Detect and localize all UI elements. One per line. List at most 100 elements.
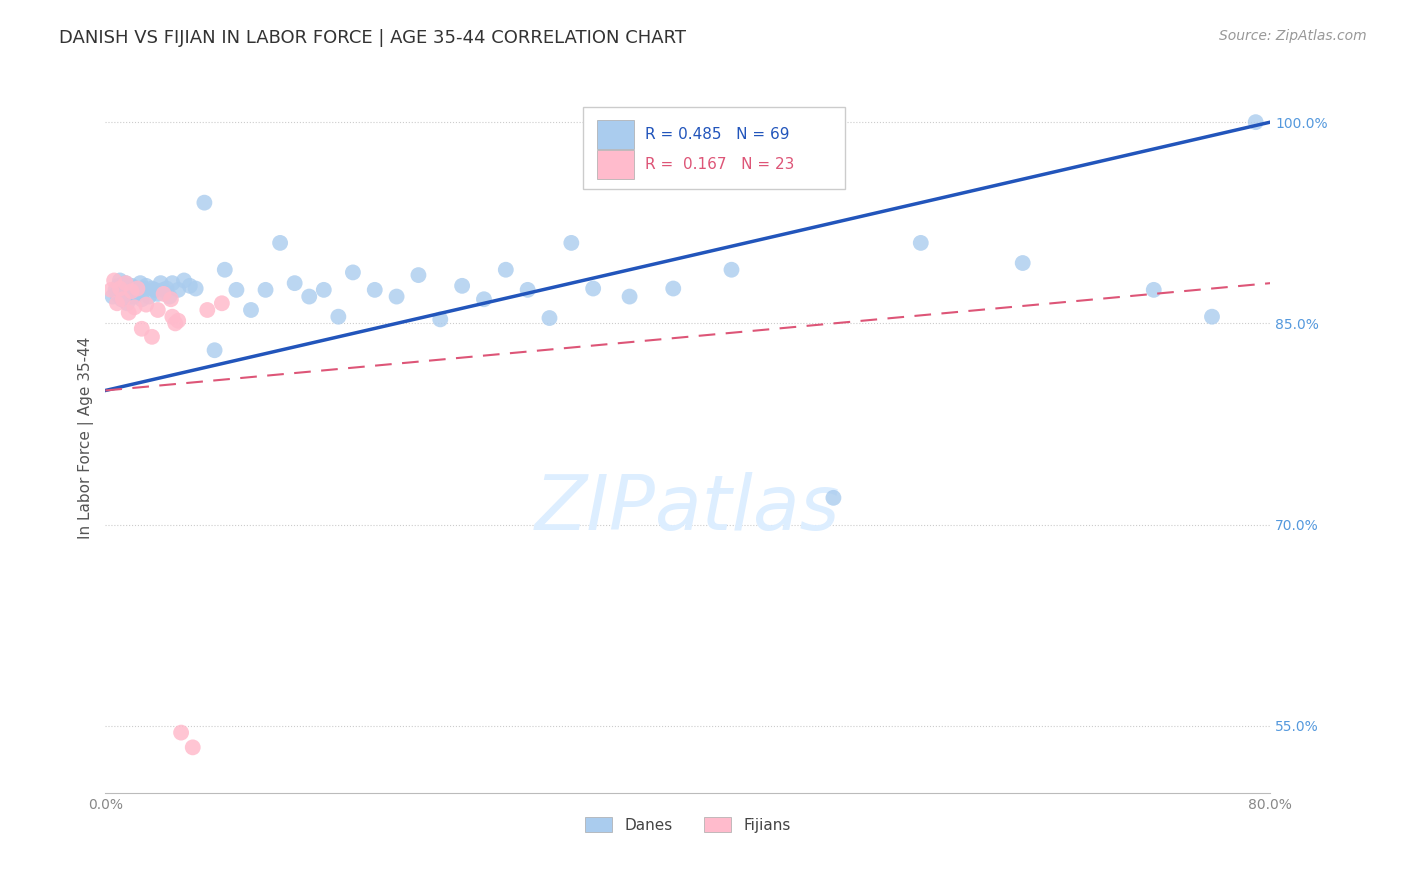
Point [127,281,149,295]
Point [100,283,122,297]
Text: R =  0.167   N = 23: R = 0.167 N = 23 [645,157,794,172]
Text: Source: ZipAtlas.com: Source: ZipAtlas.com [1219,29,1367,43]
Point [167,283,190,297]
Point [193,195,215,210]
Point [125,281,148,295]
Point [451,278,474,293]
Point [129,276,152,290]
Text: R = 0.485   N = 69: R = 0.485 N = 69 [645,127,789,142]
Point [179,278,201,293]
FancyBboxPatch shape [598,120,634,149]
Point [662,281,685,295]
Point [105,296,128,310]
Point [159,289,181,303]
Point [582,281,605,295]
Point [108,281,131,295]
Point [1011,256,1033,270]
Point [619,289,641,303]
Text: DANISH VS FIJIAN IN LABOR FORCE | AGE 35-44 CORRELATION CHART: DANISH VS FIJIAN IN LABOR FORCE | AGE 35… [59,29,686,46]
Point [195,303,218,318]
Point [135,297,157,311]
Point [181,740,204,755]
Point [132,281,155,295]
Point [149,276,172,290]
Point [112,284,135,298]
Point [162,276,184,290]
Point [1201,310,1223,324]
Point [1244,115,1267,129]
Point [114,276,136,290]
Point [124,289,146,303]
FancyBboxPatch shape [598,150,634,178]
Point [165,317,187,331]
Point [104,283,127,297]
Point [118,289,141,303]
Point [118,306,141,320]
Point [121,278,143,293]
Point [910,235,932,250]
Point [127,286,149,301]
Point [170,725,193,739]
Point [312,283,335,297]
Point [495,262,517,277]
Point [385,289,408,303]
Point [472,292,495,306]
Point [823,491,845,505]
Point [152,286,174,301]
Point [269,235,291,250]
Point [135,278,157,293]
Point [131,292,153,306]
Point [108,283,131,297]
Point [298,289,321,303]
Point [108,273,131,287]
Point [560,235,582,250]
FancyBboxPatch shape [583,107,845,188]
Point [114,276,136,290]
Point [120,283,142,297]
Point [146,303,169,318]
Text: ZIPatlas: ZIPatlas [536,472,841,546]
Point [111,292,134,306]
Point [160,292,183,306]
Point [155,281,177,295]
Point [408,268,430,282]
Point [138,289,160,303]
Point [110,292,132,306]
Point [152,283,174,297]
Point [143,283,166,297]
Point [1143,283,1166,297]
Point [214,262,236,277]
Point [516,283,538,297]
Point [429,312,451,326]
Point [225,283,247,297]
Point [538,311,561,326]
Point [720,262,742,277]
Legend: Danes, Fijians: Danes, Fijians [579,811,797,838]
Point [122,286,145,301]
Point [162,310,184,324]
Point [105,286,128,301]
Point [211,296,233,310]
Point [184,281,207,295]
Point [124,301,146,315]
Point [121,284,143,298]
Point [141,330,163,344]
Point [328,310,350,324]
Point [167,314,190,328]
Point [364,283,387,297]
Point [131,322,153,336]
Point [254,283,277,297]
Point [240,303,263,318]
Point [141,281,163,295]
Point [128,283,150,297]
Point [173,273,195,287]
Point [115,296,138,310]
Point [115,278,138,293]
Point [103,273,125,287]
Point [111,281,134,295]
Point [101,289,124,303]
Point [204,343,226,358]
Y-axis label: In Labor Force | Age 35-44: In Labor Force | Age 35-44 [79,336,94,539]
Point [107,278,129,293]
Point [284,276,307,290]
